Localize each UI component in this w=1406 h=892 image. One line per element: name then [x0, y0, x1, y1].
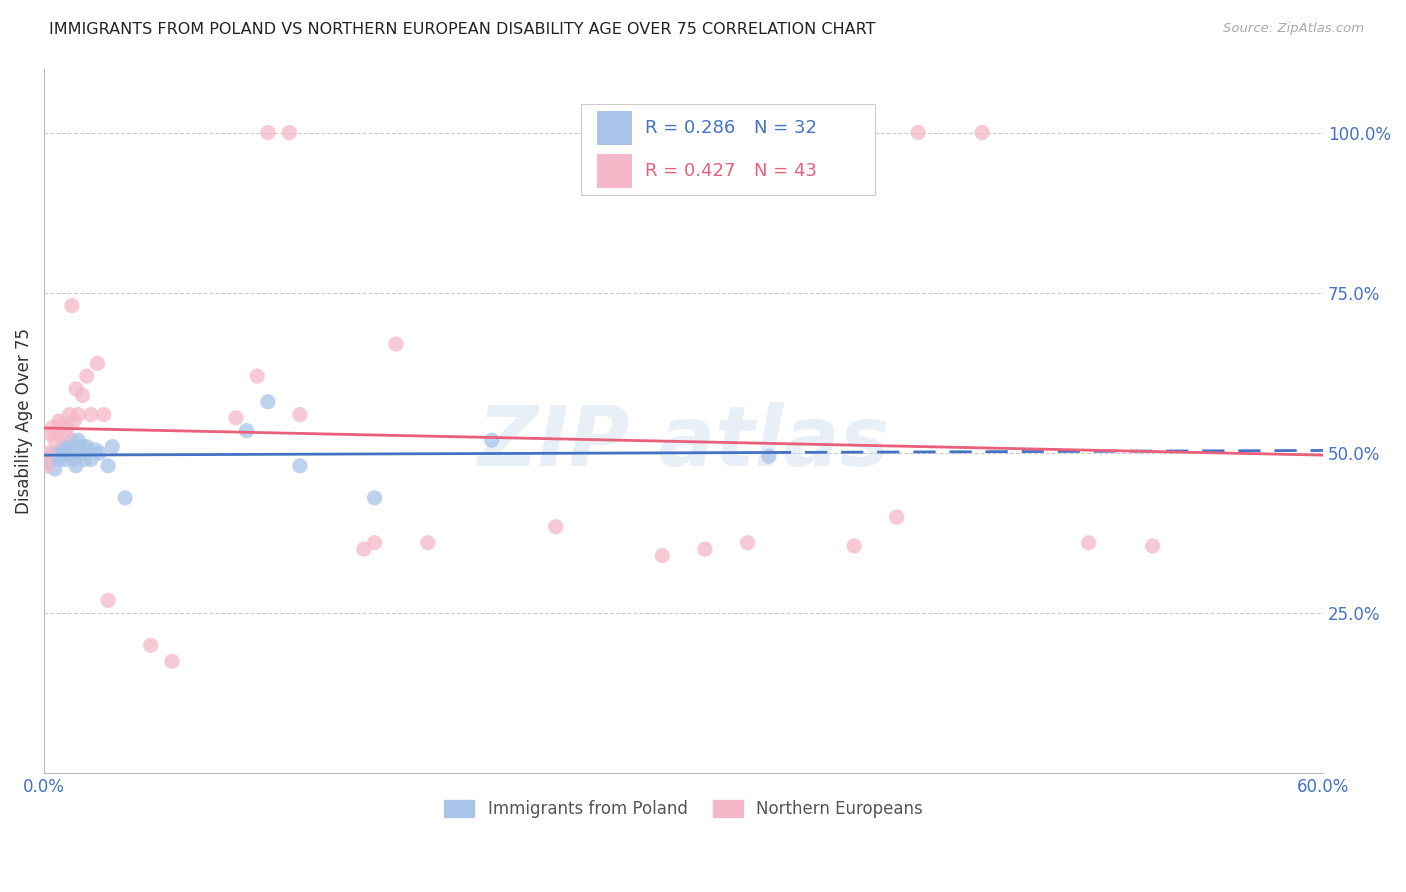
- Legend: Immigrants from Poland, Northern Europeans: Immigrants from Poland, Northern Europea…: [437, 794, 929, 825]
- Point: [51, 449, 73, 463]
- Text: IMMIGRANTS FROM POLAND VS NORTHERN EUROPEAN DISABILITY AGE OVER 75 CORRELATION C: IMMIGRANTS FROM POLAND VS NORTHERN EUROP…: [49, 22, 876, 37]
- Point: [35, 458, 58, 473]
- Point: [41, 420, 63, 434]
- Point: [758, 449, 780, 463]
- Point: [257, 126, 280, 140]
- Point: [48, 414, 70, 428]
- Point: [65, 382, 87, 396]
- FancyBboxPatch shape: [581, 103, 876, 195]
- Point: [481, 433, 503, 447]
- Point: [45, 426, 67, 441]
- Point: [72, 388, 94, 402]
- Point: [67, 433, 90, 447]
- Point: [970, 126, 993, 140]
- Text: N = 43: N = 43: [754, 162, 817, 180]
- FancyBboxPatch shape: [596, 154, 633, 188]
- Point: [39, 426, 62, 441]
- Point: [45, 446, 67, 460]
- Point: [65, 458, 87, 473]
- Point: [86, 356, 108, 370]
- Text: Source: ZipAtlas.com: Source: ZipAtlas.com: [1223, 22, 1364, 36]
- Point: [225, 410, 247, 425]
- Point: [1077, 535, 1099, 549]
- Point: [44, 433, 66, 447]
- Point: [257, 394, 280, 409]
- Point: [55, 426, 77, 441]
- Point: [60, 433, 83, 447]
- Point: [56, 440, 79, 454]
- Point: [101, 440, 124, 454]
- Point: [886, 510, 908, 524]
- Text: R = 0.427: R = 0.427: [645, 162, 735, 180]
- Point: [72, 440, 94, 454]
- Point: [737, 535, 759, 549]
- Point: [37, 446, 59, 460]
- Text: R = 0.286: R = 0.286: [645, 120, 735, 137]
- Point: [114, 491, 136, 505]
- Point: [97, 593, 120, 607]
- Point: [51, 417, 73, 432]
- Point: [56, 420, 79, 434]
- Point: [416, 535, 439, 549]
- Point: [41, 446, 63, 460]
- Point: [67, 408, 90, 422]
- Text: ZIP atlas: ZIP atlas: [478, 401, 890, 483]
- Point: [139, 638, 162, 652]
- Point: [37, 456, 59, 470]
- Point: [160, 654, 183, 668]
- Point: [363, 491, 385, 505]
- Point: [844, 539, 866, 553]
- Text: N = 32: N = 32: [754, 120, 817, 137]
- Point: [235, 424, 257, 438]
- Point: [651, 549, 673, 563]
- Point: [80, 452, 103, 467]
- Point: [385, 337, 408, 351]
- Y-axis label: Disability Age Over 75: Disability Age Over 75: [15, 328, 32, 514]
- Point: [288, 458, 311, 473]
- Point: [59, 446, 82, 460]
- Point: [63, 452, 86, 467]
- Point: [44, 462, 66, 476]
- Point: [84, 442, 107, 457]
- Point: [93, 408, 115, 422]
- Point: [35, 452, 58, 467]
- Point: [39, 452, 62, 467]
- Point: [63, 414, 86, 428]
- Point: [73, 452, 96, 467]
- Point: [48, 452, 70, 467]
- Point: [52, 420, 75, 434]
- Point: [55, 452, 77, 467]
- Point: [246, 369, 269, 384]
- FancyBboxPatch shape: [596, 112, 633, 145]
- Point: [89, 446, 111, 460]
- Point: [353, 542, 375, 557]
- Point: [59, 408, 82, 422]
- Point: [278, 126, 301, 140]
- Point: [1142, 539, 1164, 553]
- Point: [363, 535, 385, 549]
- Point: [288, 408, 311, 422]
- Point: [76, 369, 98, 384]
- Point: [544, 519, 567, 533]
- Point: [69, 446, 91, 460]
- Point: [97, 458, 120, 473]
- Point: [907, 126, 929, 140]
- Point: [693, 542, 716, 557]
- Point: [76, 440, 98, 454]
- Point: [52, 440, 75, 454]
- Point: [80, 408, 103, 422]
- Point: [60, 299, 83, 313]
